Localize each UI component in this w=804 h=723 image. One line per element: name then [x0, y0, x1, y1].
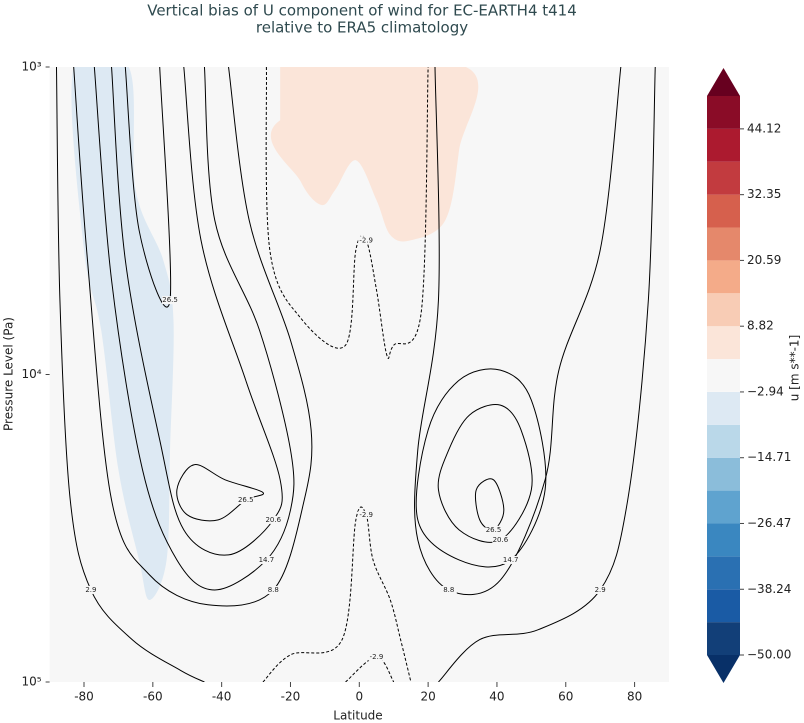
colorbar-segment — [707, 293, 740, 327]
x-tick-label: -60 — [143, 690, 163, 704]
colorbar-tick-label: 32.35 — [747, 187, 781, 201]
y-axis-label: Pressure Level (Pa) — [2, 317, 16, 431]
contour-label-bg — [502, 555, 519, 564]
colorbar-label: u [m s**-1] — [788, 335, 802, 402]
colorbar-tick-label: −14.71 — [747, 450, 791, 464]
contour-label-bg — [358, 510, 375, 519]
x-tick-label: 0 — [355, 690, 363, 704]
contour-label-bg — [162, 296, 179, 305]
x-tick-label: 80 — [627, 690, 642, 704]
chart-title: relative to ERA5 climatology — [256, 19, 468, 37]
contour-label: 14.7 — [259, 556, 275, 564]
colorbar-segment — [707, 391, 740, 425]
colorbar-segment — [707, 96, 740, 129]
colorbar-tick-label: −38.24 — [747, 582, 791, 596]
contour-label-bg — [265, 515, 282, 524]
contour-label: 8.8 — [268, 586, 279, 594]
contour-label-bg — [592, 585, 609, 594]
contour-label-bg — [485, 525, 502, 534]
contour-line — [176, 464, 265, 522]
chart-title: Vertical bias of U component of wind for… — [147, 2, 577, 20]
x-tick-label: 20 — [420, 690, 435, 704]
x-tick-label: -80 — [74, 690, 94, 704]
contour-label-bg — [237, 496, 254, 505]
colorbar-tick-label: −2.94 — [747, 384, 784, 398]
contour-label-bg — [82, 585, 99, 594]
colorbar-segment — [707, 523, 740, 557]
colorbar-extend-over — [707, 68, 740, 96]
contour-label: 26.5 — [238, 496, 254, 504]
contour-line — [111, 67, 283, 556]
colorbar-tick-label: 8.82 — [747, 319, 774, 333]
x-tick-label: 60 — [558, 690, 573, 704]
colorbar-tick-label: −26.47 — [747, 516, 791, 530]
contour-label-bg — [440, 585, 457, 594]
contour-line — [474, 478, 505, 531]
contour-label: 26.5 — [162, 296, 178, 304]
colorbar-tick-label: 44.12 — [747, 121, 781, 135]
contour-line — [414, 67, 622, 596]
y-tick-label: 10³ — [22, 60, 42, 74]
contour-line — [438, 67, 656, 682]
contour-label: 20.6 — [493, 536, 509, 544]
filled-region — [71, 67, 174, 600]
colorbar-segment — [707, 227, 740, 261]
y-tick-label: 10⁵ — [22, 675, 42, 689]
colorbar-segment — [707, 161, 740, 195]
contour-line — [55, 67, 205, 682]
x-axis-label: Latitude — [333, 709, 382, 723]
colorbar-segment — [707, 424, 740, 458]
plot-area: 2.9 8.8 14.7 20.6 26.5 26.5 2.9 8.8 14.7 20.6 26.5… — [49, 67, 670, 682]
contour-line — [124, 67, 172, 308]
colorbar-segment — [707, 589, 740, 623]
contour-label: 26.5 — [486, 526, 502, 534]
colorbar-segment — [707, 622, 740, 655]
colorbar-tick-label: −50.00 — [747, 648, 791, 662]
colorbar-segment — [707, 260, 740, 294]
contour-label-bg — [258, 555, 275, 564]
colorbar-segment — [707, 326, 740, 360]
contour-label: 8.8 — [443, 586, 454, 594]
contour-label-bg — [358, 236, 375, 245]
colorbar-segment — [707, 457, 740, 491]
x-tick-label: 40 — [489, 690, 504, 704]
contour-line — [73, 67, 313, 607]
colorbar-segment — [707, 556, 740, 590]
colorbar-extend-under — [707, 655, 740, 683]
contour-label: 20.6 — [265, 516, 281, 524]
contour-label: 14.7 — [503, 556, 519, 564]
contour-label: -2.9 — [359, 236, 373, 244]
contour-label: -2.9 — [359, 511, 373, 519]
contour-label-bg — [492, 535, 509, 544]
x-tick-label: -40 — [212, 690, 232, 704]
contour-label: -2.9 — [370, 653, 384, 661]
colorbar-segment — [707, 359, 740, 392]
contour-label: 2.9 — [85, 586, 96, 594]
colorbar-segment — [707, 490, 740, 524]
colorbar-segment — [707, 128, 740, 162]
contour-label-bg — [368, 652, 385, 661]
contour-label-bg — [265, 585, 282, 594]
filled-region — [271, 67, 479, 242]
colorbar-tick-label: 20.59 — [747, 253, 781, 267]
y-tick-label: 10⁴ — [22, 367, 42, 381]
x-tick-label: -20 — [281, 690, 301, 704]
colorbar-segment — [707, 194, 740, 228]
contour-label: 2.9 — [595, 586, 606, 594]
